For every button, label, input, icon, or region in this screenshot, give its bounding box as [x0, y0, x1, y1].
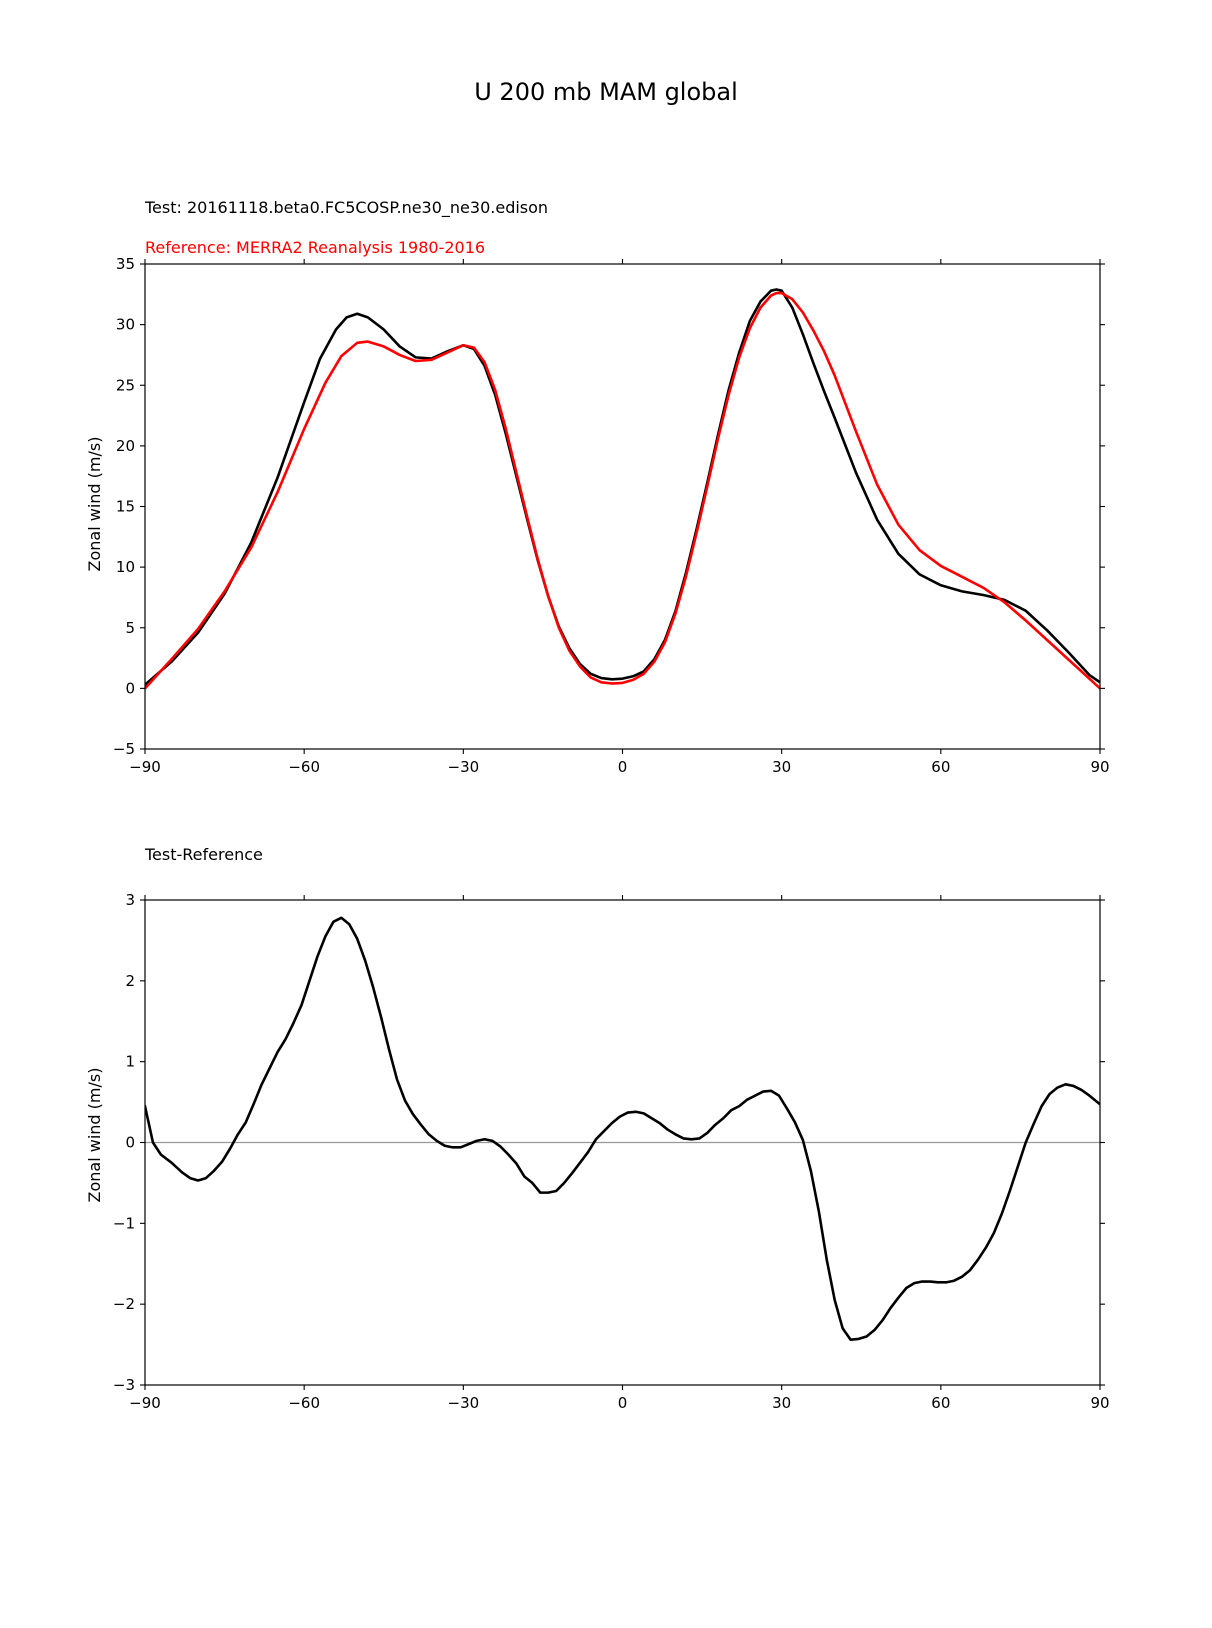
- top-panel: Test: 20161118.beta0.FC5COSP.ne30_ne30.e…: [85, 198, 1110, 776]
- top-series-test: [145, 288, 1100, 687]
- bottom-title: Test-Reference: [144, 845, 263, 864]
- bottom-y-axis-label: Zonal wind (m/s): [85, 1068, 104, 1203]
- bottom-x-tick-label: 0: [618, 1394, 628, 1412]
- top-y-tick-label: 35: [116, 255, 135, 273]
- top-x-tick-label: −30: [448, 758, 480, 776]
- top-x-tick-label: 90: [1090, 758, 1109, 776]
- bottom-x-tick-label: 60: [931, 1394, 950, 1412]
- bottom-x-tick-label: −30: [448, 1394, 480, 1412]
- bottom-y-tick-label: −3: [113, 1376, 135, 1394]
- top-y-tick-label: 20: [116, 437, 135, 455]
- bottom-y-tick-label: −2: [113, 1295, 135, 1313]
- bottom-series-difference: [145, 916, 1100, 1342]
- bottom-x-tick-label: −60: [288, 1394, 320, 1412]
- top-y-tick-label: 5: [125, 619, 135, 637]
- top-series-reference: [145, 291, 1100, 690]
- reference-label: Reference: MERRA2 Reanalysis 1980-2016: [145, 238, 485, 257]
- test-label: Test: 20161118.beta0.FC5COSP.ne30_ne30.e…: [144, 198, 548, 218]
- top-x-tick-label: 30: [772, 758, 791, 776]
- top-x-tick-label: 0: [618, 758, 628, 776]
- bottom-x-tick-label: 90: [1090, 1394, 1109, 1412]
- top-y-tick-label: 0: [125, 679, 135, 697]
- top-y-tick-label: −5: [113, 740, 135, 758]
- bottom-x-tick-label: −90: [129, 1394, 161, 1412]
- bottom-plot-area: −90 −60 −30 0 30 60 90 −3 −2 −1 0 1 2 3: [113, 891, 1110, 1412]
- top-y-axis-label: Zonal wind (m/s): [85, 437, 104, 572]
- top-plot-area: −90 −60 −30 0 30 60 90 −5 0 5 10 15 20 25 30 35: [113, 255, 1110, 776]
- bottom-x-tick-label: 30: [772, 1394, 791, 1412]
- top-x-tick-label: −60: [288, 758, 320, 776]
- bottom-y-tick-label: −1: [113, 1214, 135, 1232]
- bottom-y-tick-label: 1: [125, 1053, 135, 1071]
- bottom-panel: Test-Reference Zonal wind (m/s) −90 −60 −3…: [85, 845, 1110, 1412]
- top-y-tick-label: 30: [116, 316, 135, 334]
- top-x-tick-label: −90: [129, 758, 161, 776]
- bottom-y-tick-label: 3: [125, 891, 135, 909]
- top-y-tick-label: 25: [116, 376, 135, 394]
- top-x-tick-label: 60: [931, 758, 950, 776]
- figure-title: U 200 mb MAM global: [474, 78, 738, 106]
- bottom-y-tick-label: 0: [125, 1134, 135, 1152]
- top-y-tick-label: 10: [116, 558, 135, 576]
- top-y-tick-label: 15: [116, 498, 135, 516]
- bottom-y-tick-label: 2: [125, 972, 135, 990]
